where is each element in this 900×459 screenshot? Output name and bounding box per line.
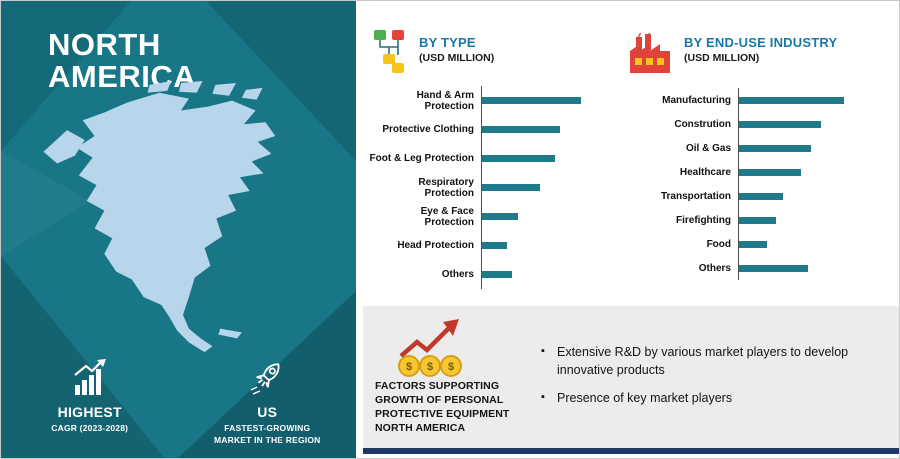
bar-label: Food — [706, 238, 731, 250]
chart-row: Protective Clothing — [369, 115, 604, 144]
chart-row: Transportation — [626, 184, 888, 208]
rocket-icon — [179, 356, 357, 398]
bar-label: Foot & Leg Protection — [369, 153, 474, 164]
bar — [482, 242, 507, 249]
north-america-map — [31, 81, 331, 361]
page-title: NORTH AMERICA — [48, 27, 197, 95]
bar-label: Oil & Gas — [685, 142, 731, 154]
factors-bullet: Presence of key market players — [541, 390, 891, 408]
chart-subtitle: (USD MILLION) — [419, 52, 495, 64]
bar — [739, 96, 844, 104]
bar-label: Eye & Face Protection — [420, 205, 474, 228]
title-line-1: NORTH — [48, 27, 161, 62]
chart-row: Head Protection — [369, 231, 604, 260]
sitemap-icon — [369, 27, 409, 80]
bar — [482, 271, 512, 278]
chart-by-type: BY TYPE (USD MILLION) Hand & Arm Protect… — [369, 27, 604, 289]
stat-title: US — [257, 404, 278, 421]
factors-heading: FACTORS SUPPORTING GROWTH OF PERSONAL PR… — [375, 380, 510, 434]
bar-track — [481, 144, 604, 173]
svg-text:$: $ — [427, 361, 433, 373]
bar-label: Constrution — [674, 118, 731, 130]
chart-by-type-header: BY TYPE (USD MILLION) — [369, 27, 604, 80]
bar — [482, 97, 581, 104]
bar — [482, 213, 518, 220]
chart-row: Firefighting — [626, 208, 888, 232]
left-panel-stats: HIGHEST CAGR (2023-2028) — [1, 356, 356, 446]
chart-row: Foot & Leg Protection — [369, 144, 604, 173]
chart-by-end-use-header: BY END-USE INDUSTRY (USD MILLION) — [626, 27, 888, 82]
chart-row: Others — [369, 260, 604, 289]
bar-track — [481, 231, 604, 260]
bar-label: Manufacturing — [662, 94, 731, 106]
coins-growth-icon: $ $ $ — [393, 314, 471, 383]
bar-track — [738, 256, 888, 280]
bar — [739, 264, 808, 272]
svg-text:$: $ — [406, 361, 412, 373]
bar — [482, 155, 555, 162]
bar-label: Others — [698, 262, 731, 274]
bar — [739, 168, 801, 176]
chart-row: Food — [626, 232, 888, 256]
factory-icon — [626, 27, 674, 82]
chart-title: BY TYPE — [419, 35, 476, 50]
chart-rows: Manufacturing Constrution Oil & Gas Healthc… — [626, 88, 888, 280]
chart-row: Constrution — [626, 112, 888, 136]
title-line-2: AMERICA — [48, 59, 197, 95]
svg-text:$: $ — [448, 361, 454, 373]
chart-row: Others — [626, 256, 888, 280]
bar — [482, 126, 560, 133]
bar-track — [481, 115, 604, 144]
chart-row: Manufacturing — [626, 88, 888, 112]
bar-label: Others — [441, 269, 474, 280]
chart-row: Hand & Arm Protection — [369, 86, 604, 115]
bar-track — [481, 202, 604, 231]
bar-track — [738, 112, 888, 136]
chart-rows: Hand & Arm Protection Protective Clothing… — [369, 86, 604, 289]
bar-label: Healthcare — [679, 166, 731, 178]
chart-by-end-use: BY END-USE INDUSTRY (USD MILLION) Manufa… — [626, 27, 888, 280]
stat-subtitle: FASTEST-GROWING MARKET IN THE REGION — [214, 423, 321, 445]
bar — [739, 216, 776, 224]
bar-label: Firefighting — [676, 214, 731, 226]
bar — [739, 240, 767, 248]
bar-label: Respiratory Protection — [418, 176, 474, 199]
bar-track — [738, 208, 888, 232]
bar-label: Protective Clothing — [382, 124, 474, 135]
bar-track — [481, 173, 604, 202]
factors-panel: $ $ $ FACTORS SUPPORTING GROWTH OF PERSO… — [363, 306, 899, 448]
left-panel: NORTH AMERICA — [1, 1, 356, 458]
bar-track — [738, 88, 888, 112]
bar — [739, 192, 783, 200]
factors-bullet: Extensive R&D by various market players … — [541, 344, 891, 379]
bar — [739, 144, 811, 152]
bar — [739, 120, 821, 128]
bar-label: Transportation — [660, 190, 731, 202]
stat-highest-cagr: HIGHEST CAGR (2023-2028) — [1, 356, 179, 446]
factors-bullet-list: Extensive R&D by various market players … — [541, 344, 891, 419]
bar-track — [481, 260, 604, 289]
bar-label: Head Protection — [397, 240, 474, 251]
chart-row: Healthcare — [626, 160, 888, 184]
chart-subtitle: (USD MILLION) — [684, 52, 760, 64]
bottom-accent-strip — [363, 448, 899, 454]
bar-track — [738, 232, 888, 256]
chart-row: Eye & Face Protection — [369, 202, 604, 231]
triangle-pattern — [1, 1, 356, 458]
bar-track — [481, 86, 604, 115]
growth-bars-icon — [1, 356, 179, 398]
bar — [482, 184, 540, 191]
bar-track — [738, 160, 888, 184]
stat-title: HIGHEST — [57, 404, 122, 421]
bar-track — [738, 136, 888, 160]
chart-title: BY END-USE INDUSTRY — [684, 35, 838, 50]
bar-label: Hand & Arm Protection — [416, 89, 474, 112]
stat-us-fastest: US FASTEST-GROWING MARKET IN THE REGION — [179, 356, 357, 446]
stat-subtitle: CAGR (2023-2028) — [51, 423, 129, 434]
chart-row: Respiratory Protection — [369, 173, 604, 202]
chart-row: Oil & Gas — [626, 136, 888, 160]
bar-track — [738, 184, 888, 208]
